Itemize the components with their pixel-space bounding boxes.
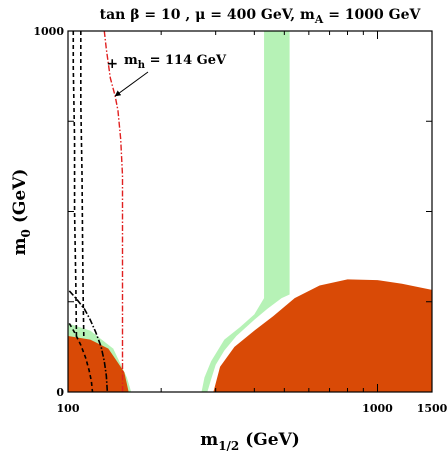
black-dashdot-line-3	[68, 290, 109, 392]
black-dashed-line-2	[80, 31, 85, 338]
higgs-arrow	[114, 71, 149, 97]
higgs-annotation: mh = 114 GeV	[124, 53, 227, 71]
chart-title: tan β = 10 , μ = 400 GeV, mA = 1000 GeV	[100, 7, 422, 26]
annotation-layer: + mh = 114 GeV	[106, 53, 227, 97]
higgs-line-5	[103, 31, 124, 392]
excluded-region-2	[213, 279, 432, 392]
y-tick-label: 0	[56, 386, 64, 399]
regions-layer	[68, 31, 432, 392]
higgs-marker: +	[106, 56, 118, 72]
black-dashed-line-1	[72, 31, 78, 338]
x-axis-label: m1/2 (GeV)	[200, 430, 300, 453]
ticks-layer: 100 1000 1500 0 1000	[33, 25, 447, 415]
x-tick-label: 100	[57, 402, 80, 415]
x-tick-label: 1000	[362, 402, 393, 415]
x-tick-label: 1500	[417, 402, 447, 415]
black-dashed-line-4	[68, 323, 94, 392]
y-axis-label: m0 (GeV)	[10, 169, 33, 256]
cosmo-region-2	[201, 31, 290, 392]
y-tick-label: 1000	[33, 25, 64, 38]
lines-layer	[68, 31, 124, 392]
